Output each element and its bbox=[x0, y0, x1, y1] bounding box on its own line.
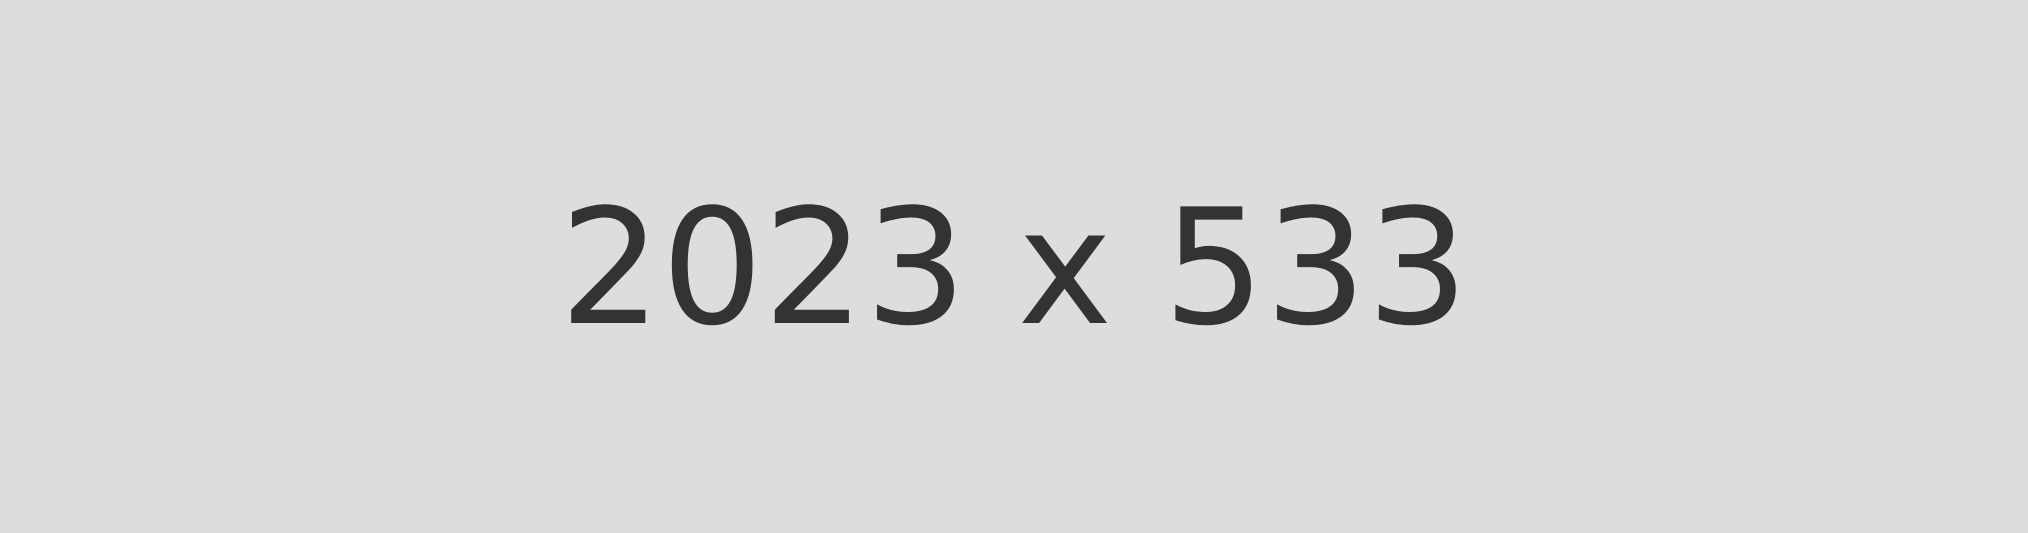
dimension-label: 2023 x 533 bbox=[559, 174, 1469, 361]
